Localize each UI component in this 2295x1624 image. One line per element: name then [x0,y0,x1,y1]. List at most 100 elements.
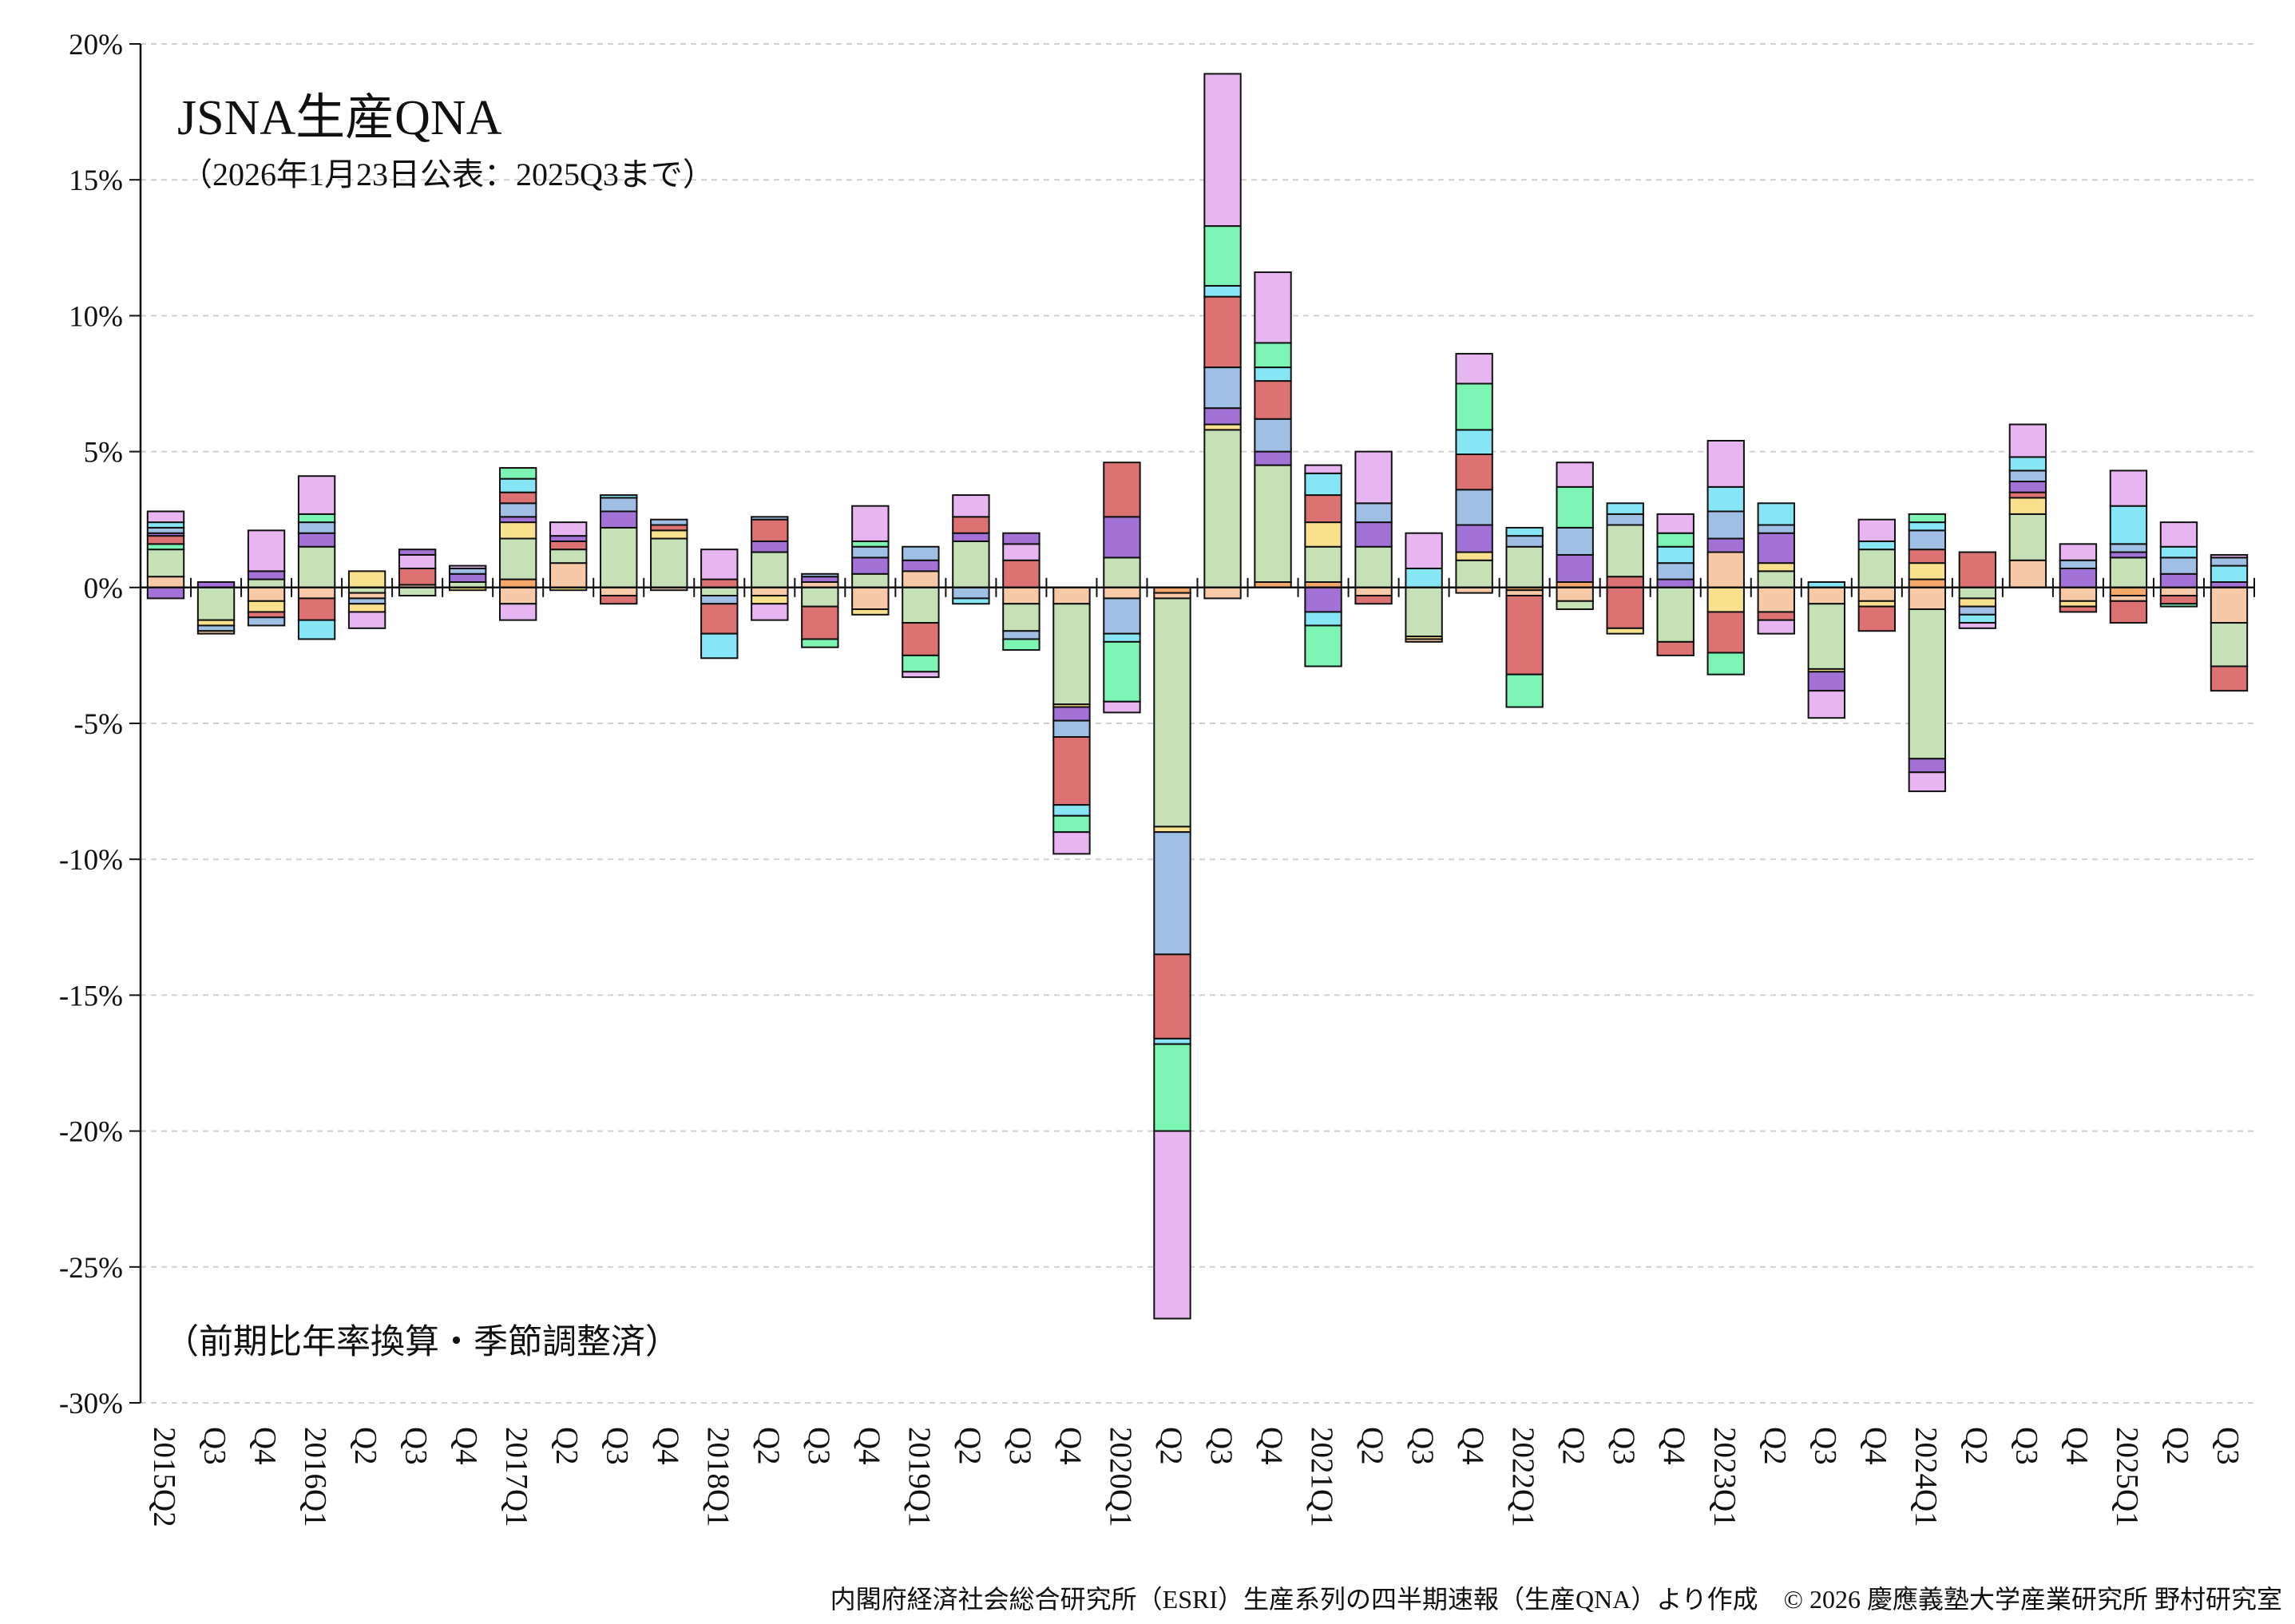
bar-segment [1455,429,1493,456]
bar-segment [1153,597,1191,828]
bar-segment [146,549,185,578]
y-tick-label: -30% [59,1388,123,1420]
x-tick-label: Q3 [1405,1427,1440,1465]
bar-segment [1455,454,1493,491]
bar-segment [1052,804,1091,817]
bar-segment [2059,567,2098,588]
x-tick-label: Q4 [248,1427,283,1465]
bar-segment [1254,418,1292,453]
bar-segment [1103,461,1141,518]
x-tick-label: Q3 [1808,1427,1842,1465]
bar-segment [851,608,890,616]
x-tick-label: 2021Q1 [1305,1427,1339,1527]
bar-segment [902,545,940,561]
bar-segment [549,521,588,537]
bar-segment [1556,526,1594,556]
bar-segment [297,597,336,621]
bar-segment [1002,543,1040,561]
bar-segment [600,526,638,588]
bar-segment [1505,526,1544,537]
bar-segment [1807,586,1845,605]
bar-segment [1505,545,1544,588]
bar-segment [1153,1037,1191,1045]
chart-subtitle: （2026年1月23日公表：2025Q3まで） [180,156,715,192]
bar-segment [700,603,739,635]
bar-segment [1254,271,1292,344]
bar-segment [2059,605,2098,613]
bar-segment [1706,551,1745,588]
bar-segment [1857,518,1897,542]
bar-segment [1505,595,1544,675]
bar-segment [1757,562,1795,572]
bar-segment [1706,586,1745,613]
bar-segment [1203,73,1242,228]
bar-segment [498,537,537,580]
bar-segment [1857,600,1897,608]
y-tick-label: 10% [69,300,123,333]
bar-segment [902,586,940,624]
y-axis: 20% 15% 10% 5% 0% -5% -10% -15% -20% -25% -30% [59,29,142,1420]
bar-segment [1958,613,1997,624]
bar-segment [1857,549,1897,588]
bar-segment [700,595,739,605]
bar-segment [1908,608,1947,760]
x-tick-label: Q4 [2059,1427,2094,1465]
bar-segment [1807,690,1845,719]
bar-segment [851,505,890,542]
bar-segment [1706,652,1745,675]
bar-segment [1254,464,1292,583]
bar-segment [1304,624,1342,667]
bar-segment [1304,545,1342,583]
bar-segment [952,494,990,518]
bar-segment [498,603,537,621]
bar-segment [1203,423,1242,431]
bar-segment [1908,586,1947,611]
x-tick-label: Q2 [1355,1427,1389,1465]
bar-segment [952,597,990,605]
bar-segment [498,491,537,505]
y-tick-label: -10% [59,844,123,877]
bar-segment [1857,540,1897,551]
bar-segment [1203,225,1242,287]
bar-segment [398,553,437,569]
bar-segment [1103,516,1141,559]
bar-segment [600,510,638,529]
bar-segment [2210,586,2249,624]
bar-segment [1203,407,1242,426]
x-tick-label: 2025Q1 [2110,1427,2144,1527]
bar-segment [1807,603,1845,670]
x-tick-label: Q4 [1255,1427,1289,1465]
bar-segment [1405,532,1443,569]
bar-segment [1304,472,1342,497]
x-tick-label: 2018Q1 [701,1427,735,1527]
bar-segment [600,586,638,597]
bar-segment [1002,603,1040,632]
x-axis: 2015Q2 Q3 Q4 2016Q1 Q2 Q3 Q4 2017Q1 Q2 Q3 Q4 2018Q1… [140,577,2255,1527]
bar-segment [196,624,236,632]
bar-segment [1203,284,1242,298]
bar-segment [600,595,638,605]
bar-segment [1153,1130,1191,1320]
bar-segment [1757,611,1795,621]
bar-segment [196,630,236,635]
bar-segment [1103,700,1141,714]
bar-segment [347,570,386,588]
bar-segment [1606,586,1644,629]
bar-segment [1103,597,1141,635]
bar-segment [851,557,890,575]
bar-segment [1656,513,1694,534]
x-tick-label: Q4 [450,1427,484,1465]
x-tick-label: Q4 [1657,1427,1691,1465]
bar-segment [498,586,537,605]
bar-segment [2210,564,2249,583]
bar-segment [1052,831,1091,855]
bar-segment [1455,524,1493,553]
bar-segment [146,535,185,545]
bar-segment [600,497,638,513]
bar-segment [700,549,739,580]
bar-segment [1103,640,1141,703]
bar-segment [2109,469,2148,507]
bar-segment [1455,353,1493,385]
bar-segment [1556,553,1594,583]
bar-segment [1254,366,1292,382]
